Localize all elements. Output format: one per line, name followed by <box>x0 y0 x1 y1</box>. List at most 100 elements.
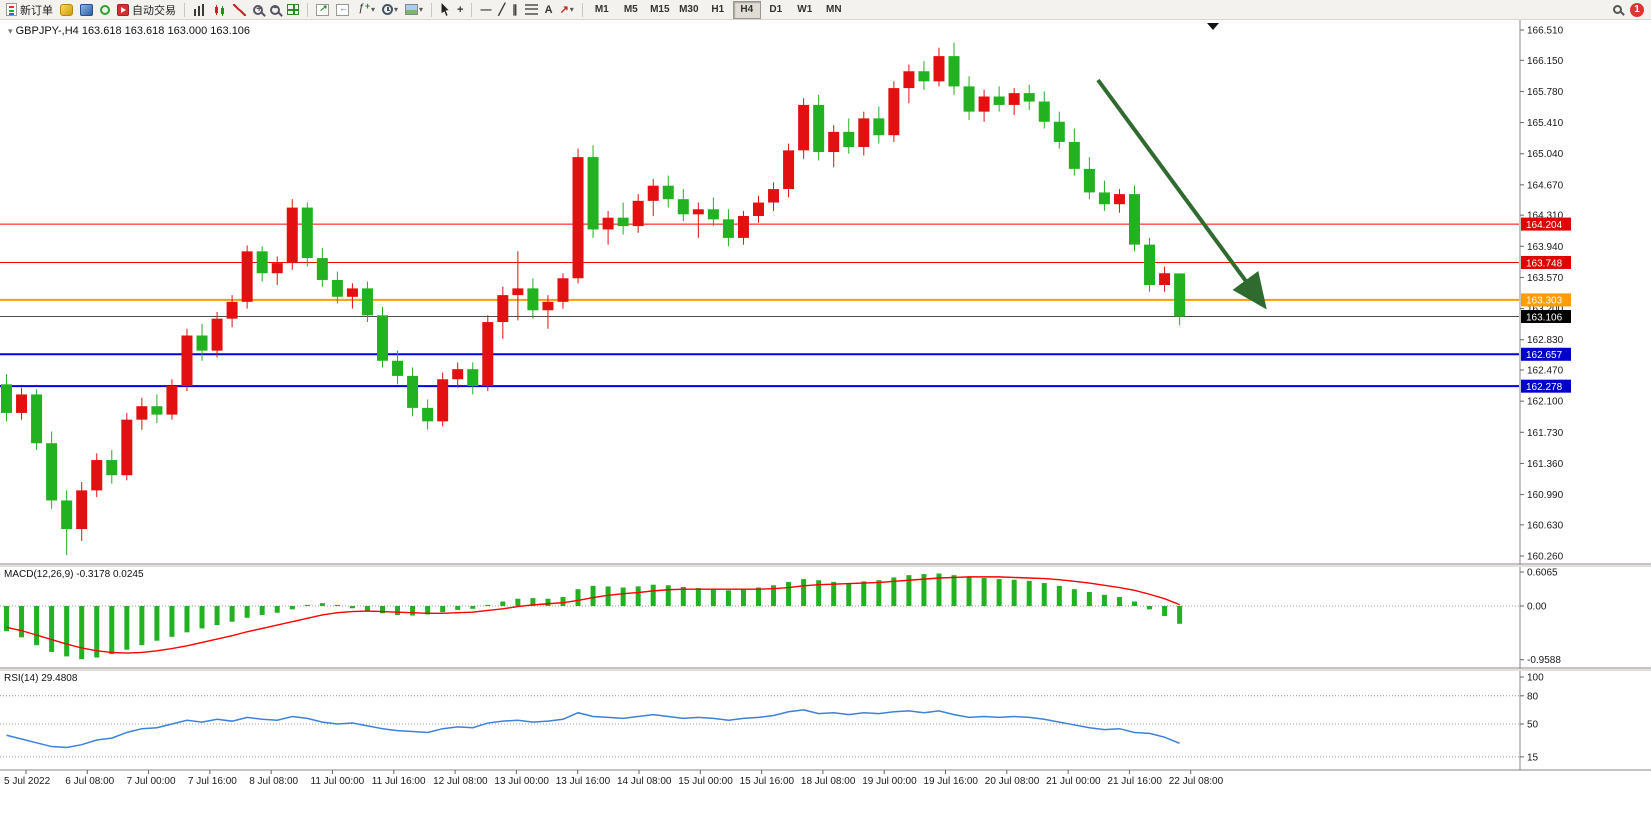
timeframe-m5[interactable]: M5 <box>623 3 638 15</box>
candle-body <box>527 288 539 311</box>
indicators-icon <box>356 1 370 16</box>
candle-body <box>136 406 148 420</box>
time-axis-label: 19 Jul 16:00 <box>924 776 979 787</box>
timeframe-m30[interactable]: M30 <box>679 3 699 15</box>
new-chart-button[interactable] <box>57 1 76 19</box>
macd-histogram-bar <box>560 597 566 606</box>
macd-histogram-bar <box>725 590 731 606</box>
line-chart-button[interactable] <box>230 1 249 19</box>
time-axis-label: 21 Jul 16:00 <box>1107 776 1162 787</box>
candle-body <box>241 251 253 302</box>
tile-windows-button[interactable] <box>284 1 302 19</box>
price-axis-label: 161.730 <box>1527 428 1564 439</box>
time-axis-label: 19 Jul 00:00 <box>862 776 917 787</box>
toolbar-separator <box>184 2 185 17</box>
candle-body <box>331 279 343 297</box>
chevron-down-icon: ▾ <box>371 5 376 14</box>
bar-chart-button[interactable] <box>190 1 209 19</box>
macd-histogram-bar <box>966 576 972 606</box>
timeframe-mn[interactable]: MN <box>826 3 842 15</box>
text-button[interactable]: A <box>542 1 556 19</box>
candle-body <box>768 189 780 203</box>
candlestick-button[interactable] <box>210 1 229 19</box>
zoom-in-button[interactable] <box>250 1 266 19</box>
time-axis-label: 5 Jul 2022 <box>4 776 51 787</box>
channel-button[interactable]: ∥ <box>509 1 521 19</box>
search-button[interactable] <box>1610 1 1625 19</box>
price-badge <box>1521 293 1571 307</box>
macd-histogram-bar <box>951 575 957 606</box>
periods-clock-icon <box>382 4 394 15</box>
trend-arrow-annotation[interactable] <box>1096 78 1267 310</box>
time-axis-label: 6 Jul 08:00 <box>65 776 114 787</box>
macd-histogram-bar <box>876 580 882 606</box>
crosshair-button[interactable]: + <box>454 1 466 19</box>
candle-body <box>1008 93 1020 105</box>
price-axis-label: 162.830 <box>1527 335 1564 346</box>
macd-histogram-bar <box>1177 606 1183 624</box>
timeframe-m15[interactable]: M15 <box>650 3 670 15</box>
candle-body <box>707 209 719 220</box>
chart-shift-button[interactable] <box>333 1 352 19</box>
candle-body <box>196 335 208 351</box>
scroll-position-marker[interactable] <box>1207 23 1219 30</box>
tile-windows-icon <box>287 4 299 15</box>
trendline-button[interactable]: ╱ <box>495 1 508 19</box>
macd-histogram-bar <box>94 606 100 658</box>
horizontal-line-button[interactable]: — <box>477 1 494 19</box>
auto-scroll-icon <box>316 3 329 16</box>
price-badge-label: 162.278 <box>1526 382 1563 393</box>
candle-body <box>542 301 554 311</box>
macd-histogram-bar <box>500 601 506 606</box>
candle-body <box>316 258 328 280</box>
macd-histogram-bar <box>1056 585 1062 606</box>
arrows-button[interactable]: ↗ ▾ <box>557 1 577 19</box>
market-watch-button[interactable] <box>77 1 96 19</box>
candle-body <box>918 71 930 82</box>
templates-button[interactable]: ▾ <box>402 1 426 19</box>
price-axis-label: 163.200 <box>1527 304 1564 315</box>
refresh-button[interactable] <box>97 1 113 19</box>
macd-axis-label: -0.9588 <box>1527 655 1561 666</box>
panel-splitter[interactable] <box>0 565 1651 567</box>
macd-axis-label: 0.6065 <box>1527 568 1558 579</box>
panel-splitter[interactable] <box>0 669 1651 671</box>
periods-button[interactable]: ▾ <box>379 1 401 19</box>
macd-histogram-bar <box>996 579 1002 606</box>
macd-histogram-bar <box>49 606 55 652</box>
timeframe-w1[interactable]: W1 <box>797 3 813 15</box>
new-order-button[interactable]: 新订单 <box>3 1 56 19</box>
indicators-button[interactable]: ▾ <box>353 1 378 19</box>
macd-histogram-bar <box>816 580 822 606</box>
rsi-axis-label: 50 <box>1527 720 1539 731</box>
timeframe-h4[interactable]: H4 <box>732 0 761 19</box>
candle-body <box>948 56 960 87</box>
timeframe-h1[interactable]: H1 <box>711 3 725 15</box>
auto-scroll-button[interactable] <box>313 1 332 19</box>
candle-body <box>632 200 644 227</box>
rsi-axis-label: 100 <box>1527 673 1544 684</box>
trendline-icon: ╱ <box>498 3 506 16</box>
templates-icon <box>405 4 419 15</box>
macd-histogram-bar <box>1132 601 1137 606</box>
macd-histogram-bar <box>34 606 40 646</box>
macd-histogram-bar <box>214 606 220 626</box>
candle-body <box>121 419 133 476</box>
macd-histogram-bar <box>756 587 761 606</box>
candle-body <box>692 209 704 215</box>
macd-histogram-bar <box>410 606 416 616</box>
timeframe-d1[interactable]: D1 <box>769 3 783 15</box>
macd-histogram-bar <box>695 588 701 606</box>
notification-badge[interactable]: 1 <box>1630 2 1644 17</box>
zoom-in-icon <box>253 4 263 15</box>
timeframe-m1[interactable]: M1 <box>594 3 609 15</box>
macd-histogram-bar <box>906 575 912 606</box>
macd-histogram-bar <box>771 585 777 606</box>
fibonacci-button[interactable] <box>522 1 541 19</box>
zoom-out-button[interactable] <box>267 1 283 19</box>
price-axis-label: 165.780 <box>1527 87 1564 98</box>
horizontal-line-icon: — <box>480 3 492 16</box>
auto-trading-button[interactable]: 自动交易 <box>114 1 179 19</box>
cursor-button[interactable] <box>437 1 453 19</box>
